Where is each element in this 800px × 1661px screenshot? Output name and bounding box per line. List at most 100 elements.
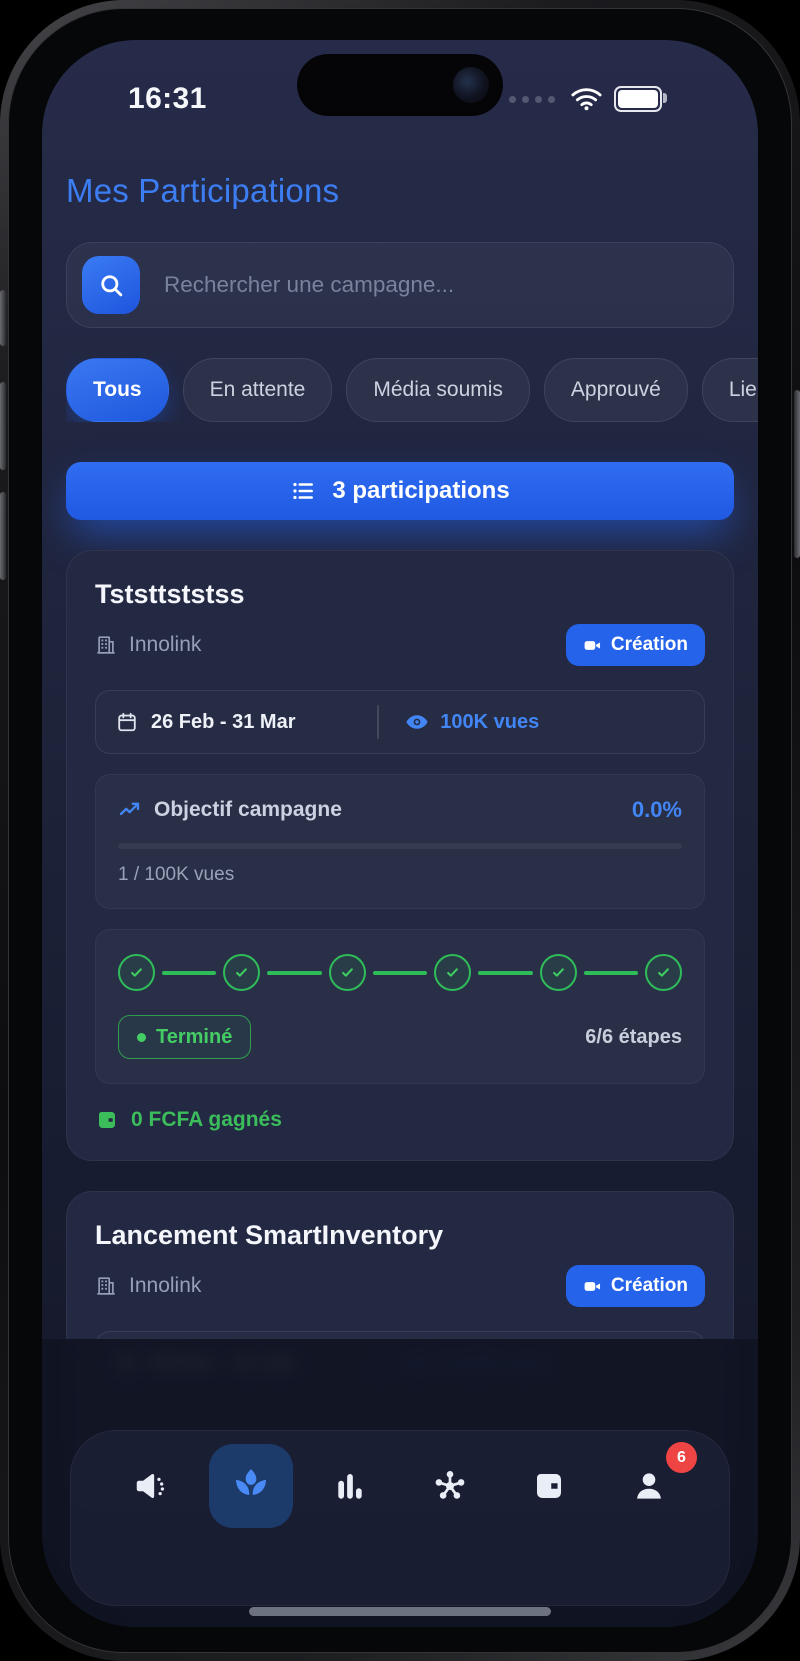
- objective-percent: 0.0%: [631, 797, 682, 822]
- views-target: 100K vues: [405, 710, 539, 734]
- sprout-icon: [229, 1464, 273, 1508]
- nav-item-campaigns[interactable]: [208, 1444, 293, 1528]
- nav-item-announcements[interactable]: [109, 1444, 193, 1528]
- megaphone-icon: [133, 1468, 169, 1504]
- filter-chips: Tous En attente Média soumis Approuvé Lie: [66, 358, 758, 422]
- participations-count-button[interactable]: 3 participations: [66, 462, 734, 520]
- building-icon: [95, 634, 117, 656]
- calendar-icon: [116, 711, 138, 733]
- step-connector: [478, 970, 533, 975]
- campaign-type-badge: Création: [565, 1265, 705, 1307]
- filter-chip-lie[interactable]: Lie: [701, 358, 758, 422]
- bottom-nav-panel: 6: [70, 1430, 730, 1606]
- filter-chip-label: En attente: [209, 378, 306, 401]
- bottom-nav: 6: [71, 1431, 729, 1528]
- wallet-icon: [95, 1108, 119, 1132]
- notification-badge: 6: [665, 1442, 697, 1473]
- progress-steps: [118, 954, 683, 991]
- brand-name: Innolink: [129, 633, 202, 656]
- front-camera-icon: [453, 67, 489, 103]
- objective-label-row: Objectif campagne: [118, 798, 342, 822]
- divider: [377, 705, 380, 739]
- filter-chip-label: Approuvé: [570, 378, 661, 401]
- step-check-icon: [645, 954, 683, 991]
- participations-count-label: 3 participations: [332, 477, 510, 504]
- wifi-icon: [570, 87, 603, 111]
- brand-name: Innolink: [129, 1274, 202, 1297]
- person-icon: [631, 1468, 667, 1504]
- trending-up-icon: [118, 798, 142, 822]
- views-label: 100K vues: [440, 710, 540, 733]
- wallet-icon: [531, 1468, 567, 1504]
- nav-item-stats[interactable]: [308, 1444, 392, 1528]
- dynamic-island: [297, 54, 503, 116]
- action-button: [0, 290, 6, 346]
- status-label: Terminé: [156, 1025, 233, 1048]
- status-dot-icon: [137, 1032, 146, 1042]
- step-connector: [372, 970, 428, 975]
- status-badge: Terminé: [118, 1015, 252, 1059]
- steps-count: 6/6 étapes: [585, 1025, 682, 1048]
- campaign-title: Lancement SmartInventory: [95, 1220, 444, 1250]
- filter-chip-label: Tous: [93, 378, 142, 401]
- campaign-type-label: Création: [610, 634, 688, 655]
- step-check-icon: [539, 954, 577, 991]
- search-icon: [98, 272, 125, 299]
- page-title: Mes Participations: [66, 172, 340, 209]
- nav-item-network[interactable]: [408, 1444, 492, 1528]
- earnings-row: 0 FCFA gagnés: [95, 1108, 705, 1132]
- list-icon: [290, 478, 316, 504]
- filter-chip-label: Média soumis: [373, 378, 503, 401]
- steps-box: Terminé 6/6 étapes: [95, 929, 705, 1084]
- date-views-box: 26 Feb - 31 Mar 100K vues: [95, 690, 705, 754]
- status-icons: [509, 86, 667, 112]
- volume-up-button: [0, 382, 6, 470]
- step-connector: [267, 970, 322, 975]
- step-check-icon: [328, 954, 366, 991]
- volume-down-button: [0, 492, 6, 580]
- progress-text: 1 / 100K vues: [118, 864, 235, 885]
- filter-chip-en-attente[interactable]: En attente: [182, 358, 333, 422]
- date-range-label: 26 Feb - 31 Mar: [151, 710, 296, 733]
- filter-chip-média-soumis[interactable]: Média soumis: [346, 358, 530, 422]
- nav-item-profile[interactable]: 6: [607, 1442, 697, 1528]
- cellular-signal-icon: [509, 95, 555, 103]
- power-button: [794, 390, 800, 558]
- step-connector: [583, 970, 639, 975]
- status-bar: 16:31: [42, 82, 758, 116]
- nav-item-wallet[interactable]: [507, 1444, 591, 1528]
- campaign-type-label: Création: [610, 1275, 688, 1296]
- brand-row: Innolink: [95, 633, 201, 657]
- objective-label: Objectif campagne: [154, 798, 342, 821]
- step-check-icon: [223, 954, 261, 991]
- progress-bar: [118, 843, 682, 849]
- eye-icon: [405, 710, 429, 734]
- battery-icon: [614, 86, 667, 112]
- filter-chip-approuvé[interactable]: Approuvé: [543, 358, 688, 422]
- step-check-icon: [118, 954, 155, 991]
- step-connector: [162, 970, 217, 975]
- status-time: 16:31: [128, 82, 207, 115]
- bar-chart-icon: [332, 1468, 368, 1504]
- home-indicator[interactable]: [249, 1607, 551, 1616]
- step-check-icon: [434, 954, 472, 991]
- objective-box: Objectif campagne 0.0% 1 / 100K vues: [95, 774, 705, 909]
- campaign-type-badge: Création: [565, 624, 705, 666]
- video-camera-icon: [583, 636, 602, 655]
- earnings-label: 0 FCFA gagnés: [131, 1108, 282, 1131]
- main-content: Mes Participations Tous En attente Média s…: [42, 40, 758, 1506]
- participation-card-1[interactable]: Tststtststss Innolink Création 26 Feb - …: [66, 550, 734, 1161]
- network-icon: [432, 1468, 468, 1504]
- campaign-title: Tststtststss: [95, 579, 245, 609]
- search-input[interactable]: [162, 271, 718, 299]
- search-bar[interactable]: [66, 242, 734, 328]
- video-camera-icon: [583, 1277, 602, 1296]
- filter-chip-label: Lie: [728, 378, 757, 401]
- brand-row: Innolink: [95, 1274, 201, 1298]
- building-icon: [95, 1275, 117, 1297]
- date-range: 26 Feb - 31 Mar: [116, 711, 377, 734]
- filter-chip-tous[interactable]: Tous: [66, 358, 169, 422]
- search-button[interactable]: [82, 256, 140, 314]
